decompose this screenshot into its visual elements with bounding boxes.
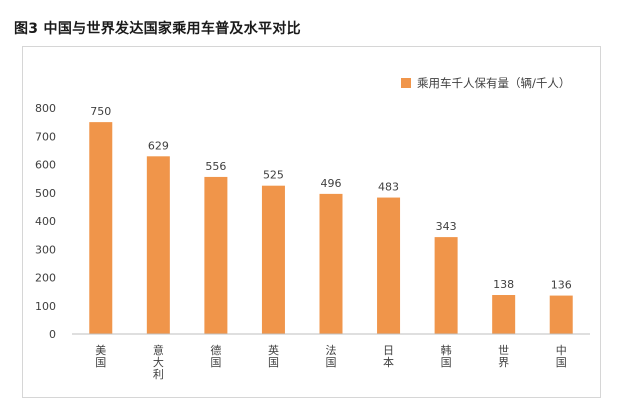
x-tick-label: 美国	[95, 344, 106, 369]
bar	[204, 176, 228, 334]
x-tick-label: 意大利	[153, 343, 164, 381]
y-tick-label: 500	[35, 187, 56, 200]
data-label: 343	[436, 220, 457, 233]
y-tick-label: 300	[35, 243, 56, 256]
y-tick-label: 600	[35, 159, 56, 172]
data-label: 629	[148, 139, 169, 152]
data-label: 136	[551, 279, 572, 292]
x-tick-label: 法国	[326, 343, 337, 369]
legend-label: 乘用车千人保有量（辆/千人）	[417, 76, 571, 90]
data-label: 525	[263, 169, 284, 182]
data-label: 750	[90, 105, 111, 118]
y-axis: 0 100 200 300 400 500 600 700 800	[35, 102, 56, 341]
bar	[549, 295, 573, 334]
legend: 乘用车千人保有量（辆/千人）	[401, 75, 570, 91]
figure-title: 图3 中国与世界发达国家乘用车普及水平对比	[14, 21, 301, 37]
x-tick-label: 英国	[268, 343, 279, 369]
data-label: 138	[493, 278, 514, 291]
y-tick-label: 0	[49, 328, 56, 341]
legend-swatch	[401, 78, 411, 88]
bar	[377, 197, 401, 334]
bars	[89, 122, 573, 334]
y-tick-label: 100	[35, 300, 56, 313]
x-tick-label: 德国	[210, 343, 221, 369]
data-label: 496	[321, 177, 342, 190]
x-tick-label: 韩国	[441, 343, 452, 369]
x-tick-label: 日本	[383, 344, 394, 369]
y-tick-label: 400	[35, 215, 56, 228]
bar	[434, 237, 458, 334]
bar	[89, 122, 113, 334]
x-axis: 美国 意大利 德国 英国 法国 日本 韩国 世界 中国	[72, 333, 590, 381]
y-tick-label: 800	[35, 102, 56, 115]
y-tick-label: 200	[35, 272, 56, 285]
bar	[492, 295, 516, 334]
chart-frame	[22, 46, 601, 398]
data-label: 483	[378, 181, 399, 194]
bar	[319, 193, 343, 334]
bar	[146, 156, 170, 334]
bar	[261, 185, 285, 334]
y-tick-label: 700	[35, 130, 56, 143]
x-tick-label: 世界	[498, 344, 509, 369]
data-labels: 750 629 556 525 496 483 343 138 136	[90, 105, 571, 291]
x-tick-label: 中国	[556, 344, 567, 369]
data-label: 556	[205, 160, 226, 173]
